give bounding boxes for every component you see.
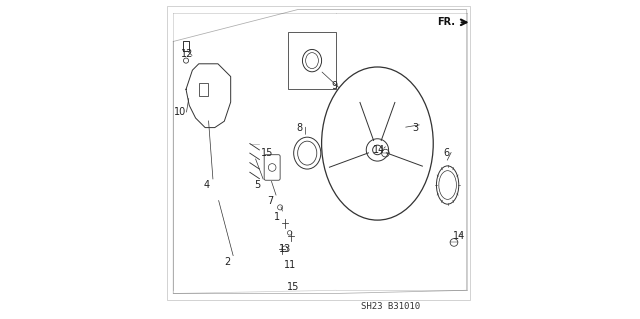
Text: 8: 8 bbox=[296, 122, 302, 133]
Text: 10: 10 bbox=[173, 107, 186, 117]
Text: 9: 9 bbox=[332, 81, 337, 91]
Text: 13: 13 bbox=[279, 244, 291, 254]
Text: 12: 12 bbox=[181, 49, 194, 59]
Text: 11: 11 bbox=[284, 260, 296, 270]
Text: 14: 14 bbox=[452, 231, 465, 241]
Text: SH23 B31010: SH23 B31010 bbox=[360, 302, 420, 311]
Text: 6: 6 bbox=[443, 148, 449, 158]
Text: 5: 5 bbox=[255, 180, 261, 190]
Text: 3: 3 bbox=[413, 122, 419, 133]
Text: 15: 15 bbox=[287, 282, 299, 292]
Text: 7: 7 bbox=[268, 196, 274, 206]
Text: 14: 14 bbox=[373, 145, 385, 155]
Text: FR.: FR. bbox=[438, 17, 456, 27]
Text: 4: 4 bbox=[204, 180, 210, 190]
Text: 15: 15 bbox=[261, 148, 273, 158]
Text: 1: 1 bbox=[274, 212, 280, 222]
Text: 2: 2 bbox=[225, 256, 230, 267]
